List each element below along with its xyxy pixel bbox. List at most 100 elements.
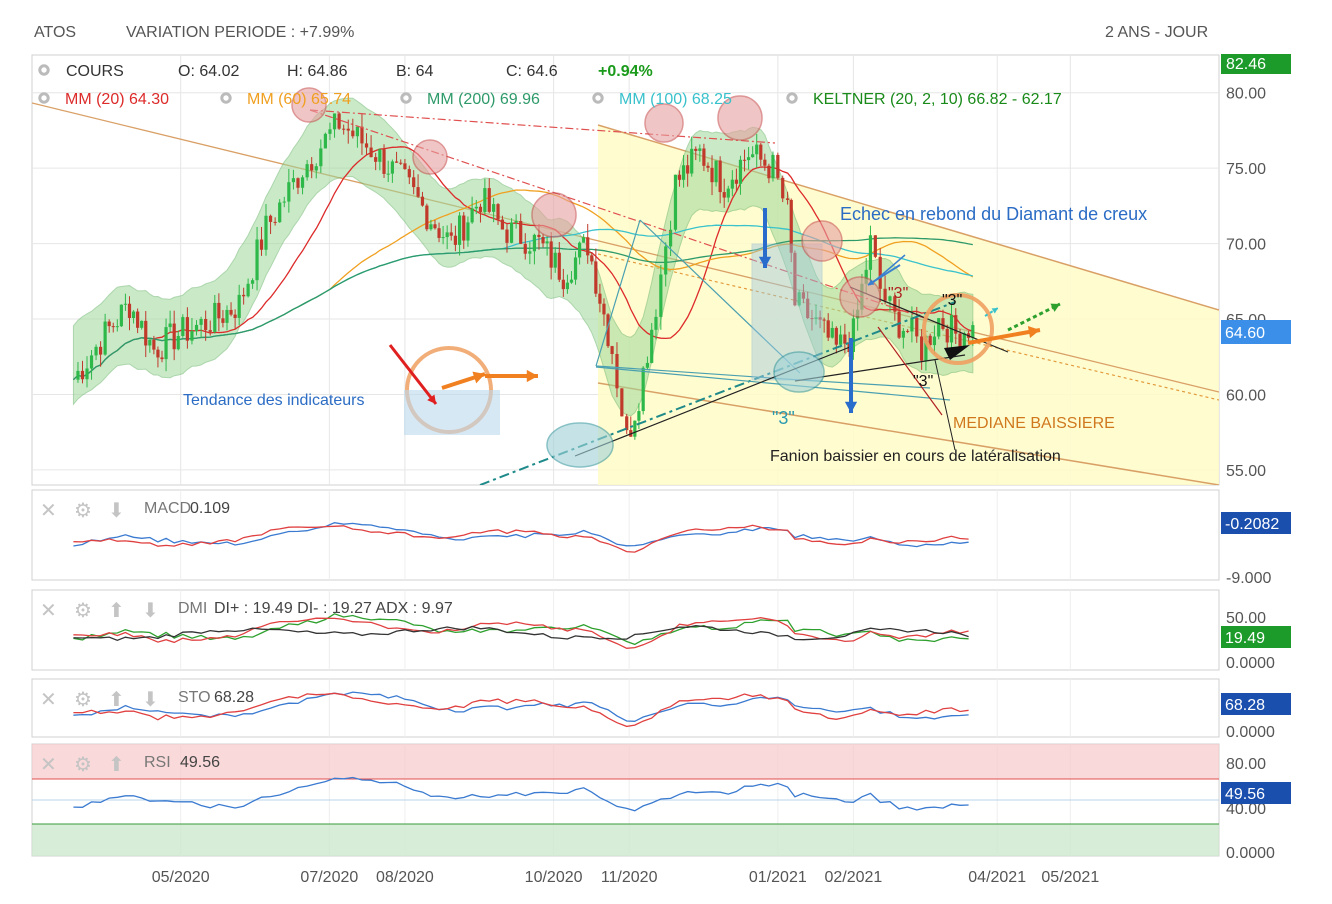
gear-icon[interactable]	[38, 92, 50, 104]
close-icon[interactable]: ✕	[40, 600, 57, 622]
gear-icon[interactable]	[786, 92, 798, 104]
y-tick-label: 40.00	[1226, 801, 1266, 818]
candle-body	[346, 128, 350, 131]
candle	[474, 200, 478, 215]
resistance-line	[309, 109, 776, 144]
x-axis: 05/2020 07/2020 08/2020 10/2020 11/2020 01/20…	[152, 869, 1100, 886]
gear-icon[interactable]: ⚙	[74, 754, 92, 776]
gear-icon[interactable]: ⚙	[74, 500, 92, 522]
panel-frame	[31, 489, 1220, 581]
ohlc-legend: COURS O: 64.02 H: 64.86 B: 64 C: 64.6 +0…	[38, 63, 653, 80]
candle	[838, 325, 843, 348]
indicator-label: KELTNER (20, 2, 10) 66.82 - 62.17	[813, 91, 1062, 108]
candle	[706, 162, 710, 173]
candle	[941, 309, 945, 331]
candle-body	[893, 296, 897, 312]
candle	[785, 191, 790, 205]
candle-body	[557, 252, 561, 280]
candle	[374, 152, 378, 171]
candle-body	[873, 235, 877, 257]
candle-body	[282, 201, 286, 203]
indicator-label: MM (100) 68.25	[619, 91, 732, 108]
x-tick-label: 05/2021	[1041, 869, 1099, 886]
candle	[851, 309, 855, 360]
candle	[217, 293, 221, 332]
candle-body	[94, 346, 98, 356]
candle	[492, 197, 496, 223]
candle	[915, 306, 919, 343]
arrow-down-icon[interactable]: ⬇	[108, 500, 125, 522]
candle-body	[123, 303, 128, 305]
close-icon[interactable]: ✕	[40, 500, 57, 522]
gear-icon[interactable]	[220, 92, 232, 104]
arrow-up-icon[interactable]: ⬆	[108, 600, 125, 622]
candle-body	[659, 274, 663, 317]
candle-body	[441, 237, 445, 239]
candle-body	[602, 303, 606, 315]
candle-body	[888, 296, 892, 301]
arrow-up-icon[interactable]: ⬆	[108, 689, 125, 711]
candle-body	[496, 204, 500, 220]
arrow-up-icon[interactable]: ⬆	[108, 754, 125, 776]
candle-body	[433, 224, 437, 229]
orange-arrow-head	[526, 369, 538, 383]
gear-icon[interactable]	[592, 92, 604, 104]
gear-icon[interactable]	[38, 64, 50, 76]
gear-icon[interactable]: ⚙	[74, 600, 92, 622]
close-icon[interactable]: ✕	[40, 689, 57, 711]
candle-body	[176, 335, 180, 350]
candle-body	[633, 420, 637, 437]
candle	[814, 304, 818, 325]
oscillator-line	[73, 524, 969, 553]
candle-body	[971, 325, 975, 338]
panel-value: 68.28	[214, 689, 254, 706]
candle	[586, 223, 590, 264]
close-icon[interactable]: ✕	[40, 754, 57, 776]
candle-body	[789, 199, 793, 253]
candle-body	[89, 355, 94, 369]
candle-body	[868, 235, 873, 270]
chart-header: ATOS VARIATION PERIODE : +7.99% 2 ANS - …	[0, 0, 1332, 52]
candle-body	[810, 318, 814, 320]
gear-icon[interactable]: ⚙	[74, 689, 92, 711]
candle	[76, 361, 80, 383]
candle-body	[386, 173, 390, 175]
candle-body	[237, 294, 241, 318]
three-label-black: "3"	[942, 292, 962, 309]
candle-body	[941, 318, 945, 329]
candle-body	[826, 320, 830, 338]
candle	[89, 350, 94, 380]
candle	[759, 143, 763, 167]
candle-body	[759, 144, 763, 160]
candle-body	[403, 163, 407, 170]
candle	[160, 350, 164, 363]
candle	[702, 143, 706, 172]
candle	[645, 356, 650, 369]
candle-body	[532, 234, 537, 252]
candle	[420, 191, 425, 207]
candle-body	[714, 160, 718, 183]
top-circle	[531, 192, 577, 238]
arrow-down-icon[interactable]: ⬇	[142, 689, 159, 711]
arrow-down-icon[interactable]: ⬇	[142, 600, 159, 622]
period-label[interactable]: 2 ANS - JOUR	[1105, 24, 1209, 41]
symbol-label: ATOS	[34, 24, 77, 41]
candle-body	[208, 330, 212, 332]
indicator-label: MM (60) 65.74	[247, 91, 351, 108]
candle-body	[111, 326, 115, 328]
candle-body	[514, 221, 518, 223]
gear-icon[interactable]	[400, 92, 412, 104]
fanion-pointer-line	[934, 359, 956, 451]
candle-body	[425, 205, 429, 230]
candle-body	[746, 157, 751, 161]
oscillator-line	[73, 522, 969, 548]
diamond-line	[595, 366, 951, 401]
candle-body	[390, 161, 394, 174]
candle-body	[259, 239, 264, 250]
candle-body	[466, 222, 470, 241]
candle	[730, 170, 734, 197]
candle-body	[582, 237, 586, 243]
candle-body	[545, 241, 549, 244]
candle-body	[378, 149, 382, 162]
